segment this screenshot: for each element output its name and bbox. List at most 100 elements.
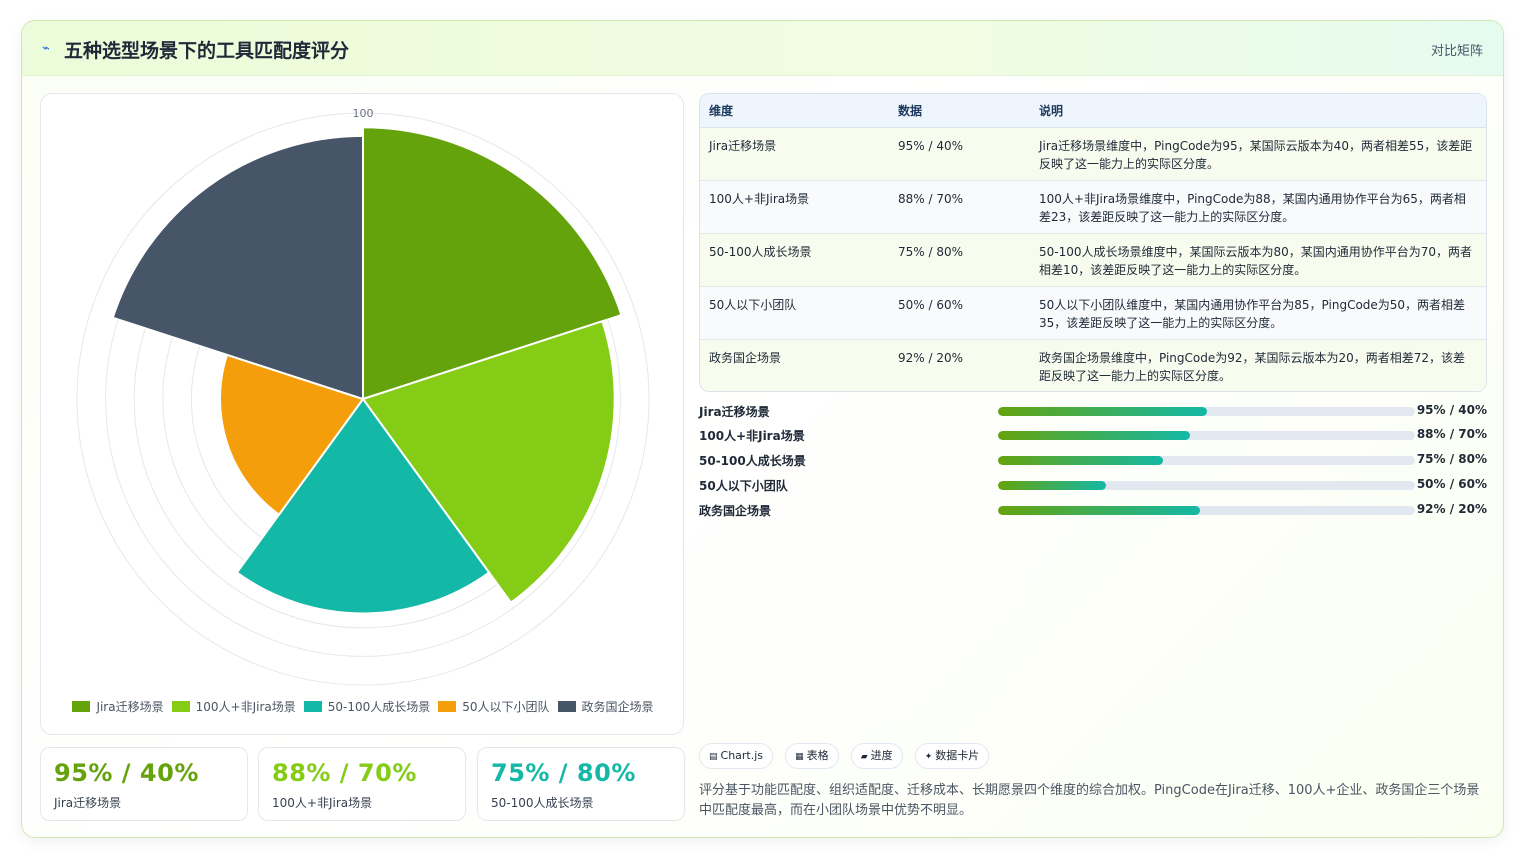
chart-line-icon: ⌁ [42,41,50,56]
legend-item[interactable]: 政务国企场景 [557,698,654,715]
progress-track [998,456,1415,465]
legend-swatch [72,701,91,712]
cell-dimension: 政务国企场景 [700,339,889,391]
legend-item[interactable]: 50-100人成长场景 [303,698,431,715]
progress-value: 88% / 70% [1416,427,1487,441]
progress-track [998,506,1415,515]
tag-chartjs[interactable]: ▤ Chart.js [699,743,774,769]
cell-dimension: 100人+非Jira场景 [700,180,889,234]
stat-label: Jira迁移场景 [54,796,122,810]
stat-value: 75% / 80% [491,759,636,787]
compare-matrix-link[interactable]: 对比矩阵 [1430,44,1483,59]
polar-sector[interactable] [362,126,623,401]
legend-swatch [303,701,322,712]
cell-desc: 政务国企场景维度中，PingCode为92，某国际云版本为20，两者相差72，该… [1030,339,1486,391]
table-row: 政务国企场景 92% / 20% 政务国企场景维度中，PingCode为92，某… [700,339,1486,391]
table-header-data: 数据 [889,94,1030,128]
progress-fill [998,431,1190,440]
progress-fill [998,506,1201,515]
progress-track [998,431,1415,440]
progress-label: 50-100人成长场景 [699,454,806,468]
cell-data: 95% / 40% [889,127,1030,181]
table-row: 50人以下小团队 50% / 60% 50人以下小团队维度中，某国内通用协作平台… [700,286,1486,340]
legend-label: 100人+非Jira场景 [195,700,296,714]
progress-fill [998,456,1163,465]
table-row: Jira迁移场景 95% / 40% Jira迁移场景维度中，PingCode为… [700,127,1486,181]
legend-swatch [438,701,457,712]
cell-data: 75% / 80% [889,233,1030,287]
progress-fill [998,407,1207,416]
progress-label: Jira迁移场景 [699,405,770,419]
polar-area-chart: 100 [76,107,650,686]
table-header-desc: 说明 [1030,94,1486,128]
chart-icon: ▤ [709,752,718,762]
progress-row: 50人以下小团队 50% / 60% [699,477,1487,493]
legend-label: 50人以下小团队 [462,700,550,714]
stat-value: 88% / 70% [272,759,417,787]
progress-value: 95% / 40% [1416,403,1487,417]
polar-sector[interactable] [235,397,491,615]
legend-label: Jira迁移场景 [96,700,164,714]
legend-label: 政务国企场景 [581,700,654,714]
tick-label: 100 [353,107,374,120]
cell-desc: 100人+非Jira场景维度中，PingCode为88，某国内通用协作平台为65… [1030,180,1486,234]
cell-dimension: Jira迁移场景 [700,127,889,181]
progress-label: 100人+非Jira场景 [699,429,805,443]
progress-row: 50-100人成长场景 75% / 80% [699,452,1487,468]
progress-track [998,481,1415,490]
legend-item[interactable]: 100人+非Jira场景 [171,698,296,715]
cell-desc: 50人以下小团队维度中，某国内通用协作平台为85，PingCode为50，两者相… [1030,286,1486,340]
cell-data: 50% / 60% [889,286,1030,340]
footnote: 评分基于功能匹配度、组织适配度、迁移成本、长期愿景四个维度的综合加权。PingC… [699,783,1480,818]
stat-card: 88% / 70% 100人+非Jira场景 [258,747,466,821]
grid-ring [76,112,650,686]
progress-value: 92% / 20% [1416,502,1487,516]
tag-label: 表格 [806,749,829,762]
cell-data: 92% / 20% [889,339,1030,391]
table-header-dimension: 维度 [700,94,889,128]
stat-value: 95% / 40% [54,759,199,787]
polar-chart-panel: 100 Jira迁移场景 100人+非Jira场景 50-100人成长场景 50人以下… [40,93,684,735]
polar-sector[interactable] [111,134,364,401]
chart-legend: Jira迁移场景 100人+非Jira场景 50-100人成长场景 50人以下小团队 政… [41,698,685,715]
cell-dimension: 50-100人成长场景 [700,233,889,287]
legend-item[interactable]: 50人以下小团队 [438,698,550,715]
legend-label: 50-100人成长场景 [327,700,431,714]
cell-desc: Jira迁移场景维度中，PingCode为95，某国际云版本为40，两者相差55… [1030,127,1486,181]
tag-progress[interactable]: ▰ 进度 [850,743,903,769]
progress-value: 75% / 80% [1416,452,1487,466]
tag-label: Chart.js [720,749,764,762]
cell-desc: 50-100人成长场景维度中，某国际云版本为80，某国内通用协作平台为70，两者… [1030,233,1486,287]
legend-swatch [557,701,576,712]
tag-data-card[interactable]: ✦ 数据卡片 [914,743,990,769]
comparison-table: 维度 数据 说明 Jira迁移场景 95% / 40% Jira迁移场景维度中，… [699,93,1487,392]
progress-fill [998,481,1107,490]
tag-label: 进度 [870,749,893,762]
page-title: 五种选型场景下的工具匹配度评分 [64,40,350,62]
tag-table[interactable]: ▦ 表格 [785,743,839,769]
tech-tags: ▤ Chart.js ▦ 表格 ▰ 进度 ✦ 数据卡片 [699,743,996,769]
progress-row: Jira迁移场景 95% / 40% [699,403,1487,419]
cell-dimension: 50人以下小团队 [700,286,889,340]
stat-label: 100人+非Jira场景 [272,796,373,810]
polar-sector[interactable] [361,319,616,605]
polar-sector[interactable] [219,353,365,517]
card-icon: ✦ [924,752,933,762]
progress-label: 50人以下小团队 [699,479,788,493]
progress-row: 政务国企场景 92% / 20% [699,502,1487,518]
legend-item[interactable]: Jira迁移场景 [72,698,164,715]
stat-card: 95% / 40% Jira迁移场景 [40,747,248,821]
card-header: ⌁ 五种选型场景下的工具匹配度评分 对比矩阵 [22,21,1503,76]
table-row: 50-100人成长场景 75% / 80% 50-100人成长场景维度中，某国际… [700,233,1486,287]
progress-track [998,407,1415,416]
legend-swatch [171,701,190,712]
table-row: 100人+非Jira场景 88% / 70% 100人+非Jira场景维度中，P… [700,180,1486,234]
progress-value: 50% / 60% [1416,477,1487,491]
table-icon: ▦ [795,752,804,762]
stat-label: 50-100人成长场景 [491,796,594,810]
progress-icon: ▰ [860,752,868,762]
dashboard-card: ⌁ 五种选型场景下的工具匹配度评分 对比矩阵 100 Jira迁移场景 100人+… [21,20,1504,838]
tag-label: 数据卡片 [935,749,980,762]
progress-row: 100人+非Jira场景 88% / 70% [699,427,1487,443]
stat-card: 75% / 80% 50-100人成长场景 [477,747,685,821]
